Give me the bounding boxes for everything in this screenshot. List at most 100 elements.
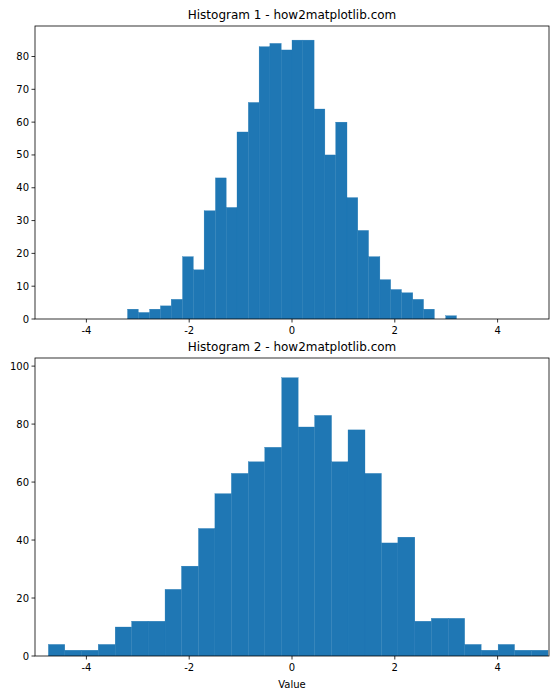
x-tick: [292, 656, 293, 660]
histogram-bar: [532, 650, 548, 656]
histogram-bar: [515, 650, 532, 656]
y-tick-label: 80: [16, 419, 29, 430]
histogram-bar: [391, 289, 402, 319]
y-tick-label: 100: [10, 361, 29, 372]
y-tick-label: 20: [16, 593, 29, 604]
histogram-bar: [181, 566, 198, 656]
plot-frame: [35, 26, 549, 319]
histogram-bar: [82, 650, 98, 656]
x-tick: [394, 656, 395, 660]
histogram-bar: [237, 132, 248, 319]
y-tick: [32, 424, 36, 425]
histogram-bar: [270, 43, 281, 319]
x-tick: [86, 656, 87, 660]
histogram-bar: [315, 415, 332, 656]
histogram-bar: [314, 109, 325, 319]
bars: [128, 40, 457, 319]
y-tick: [32, 56, 36, 57]
histogram-bar: [415, 621, 431, 656]
histogram-bar: [401, 293, 412, 319]
histogram-bar: [160, 306, 171, 319]
y-tick-label: 80: [16, 51, 29, 62]
histogram-bar: [431, 618, 448, 656]
histogram-bar: [446, 316, 457, 319]
y-tick-label: 40: [16, 535, 29, 546]
x-tick: [189, 319, 190, 323]
y-tick-label: 50: [16, 149, 29, 160]
histogram-bar: [98, 644, 115, 656]
y-tick-label: 60: [16, 477, 29, 488]
histogram-bar: [115, 627, 131, 656]
x-tick: [497, 319, 498, 323]
y-tick: [32, 89, 36, 90]
histogram-bar: [498, 644, 514, 656]
histogram-bar: [424, 309, 435, 319]
x-tick-label: 2: [392, 325, 398, 336]
x-tick-label: 4: [494, 662, 500, 673]
bars: [48, 378, 548, 656]
histogram-panel: -4-202401020304050607080Histogram 1 - ho…: [16, 8, 549, 336]
histogram-bar: [150, 309, 161, 319]
histogram-bar: [193, 270, 204, 319]
x-tick-label: -2: [184, 662, 194, 673]
histogram-bar: [148, 621, 165, 656]
histogram-bar: [248, 462, 264, 656]
x-tick: [292, 319, 293, 323]
histogram-bar: [303, 40, 314, 319]
y-tick-label: 0: [23, 314, 29, 325]
histogram-bar: [165, 589, 181, 656]
y-tick: [32, 286, 36, 287]
histogram-bar: [231, 473, 248, 656]
histogram-bar: [138, 312, 149, 319]
histogram-bar: [198, 528, 214, 656]
y-tick: [32, 154, 36, 155]
y-tick-label: 40: [16, 182, 29, 193]
histogram-bar: [259, 47, 270, 319]
y-tick: [32, 540, 36, 541]
y-tick: [32, 656, 36, 657]
x-tick: [86, 319, 87, 323]
y-tick-label: 20: [16, 248, 29, 259]
y-tick: [32, 319, 36, 320]
histogram-bar: [398, 537, 415, 656]
histogram-bar: [481, 650, 498, 656]
histogram-bar: [226, 207, 237, 319]
x-tick-label: -4: [81, 662, 91, 673]
histogram-bar: [465, 644, 481, 656]
histogram-bar: [171, 299, 182, 319]
x-tick-label: -2: [184, 325, 194, 336]
histogram-bar: [448, 618, 464, 656]
chart-title: Histogram 1 - how2matplotlib.com: [188, 8, 397, 22]
histogram-bar: [413, 299, 424, 319]
x-tick: [394, 319, 395, 323]
y-tick-label: 60: [16, 117, 29, 128]
chart-svg: -4-202401020304050607080Histogram 1 - ho…: [0, 0, 560, 700]
histogram-bar: [215, 494, 231, 656]
histogram-bar: [248, 102, 259, 319]
chart-root: -4-202401020304050607080Histogram 1 - ho…: [0, 0, 560, 700]
histogram-bar: [298, 427, 314, 656]
y-tick-label: 70: [16, 84, 29, 95]
y-tick: [32, 122, 36, 123]
x-axis-label: Value: [278, 679, 305, 690]
histogram-bar: [365, 473, 381, 656]
plot-frame: [35, 358, 549, 656]
y-tick: [32, 220, 36, 221]
histogram-bar: [369, 257, 380, 319]
x-tick-label: 0: [289, 662, 295, 673]
y-tick: [32, 366, 36, 367]
y-tick-label: 0: [23, 651, 29, 662]
histogram-bar: [204, 211, 215, 319]
histogram-bar: [332, 462, 348, 656]
histogram-bar: [183, 257, 194, 319]
x-tick: [497, 656, 498, 660]
histogram-bar: [348, 430, 365, 656]
histogram-bar: [65, 650, 82, 656]
histogram-bar: [325, 155, 336, 319]
x-tick: [189, 656, 190, 660]
histogram-bar: [128, 309, 139, 319]
histogram-bar: [292, 40, 303, 319]
histogram-panel: -4-2024020406080100Histogram 2 - how2mat…: [10, 340, 549, 690]
x-tick-label: 2: [392, 662, 398, 673]
histogram-bar: [358, 230, 369, 319]
